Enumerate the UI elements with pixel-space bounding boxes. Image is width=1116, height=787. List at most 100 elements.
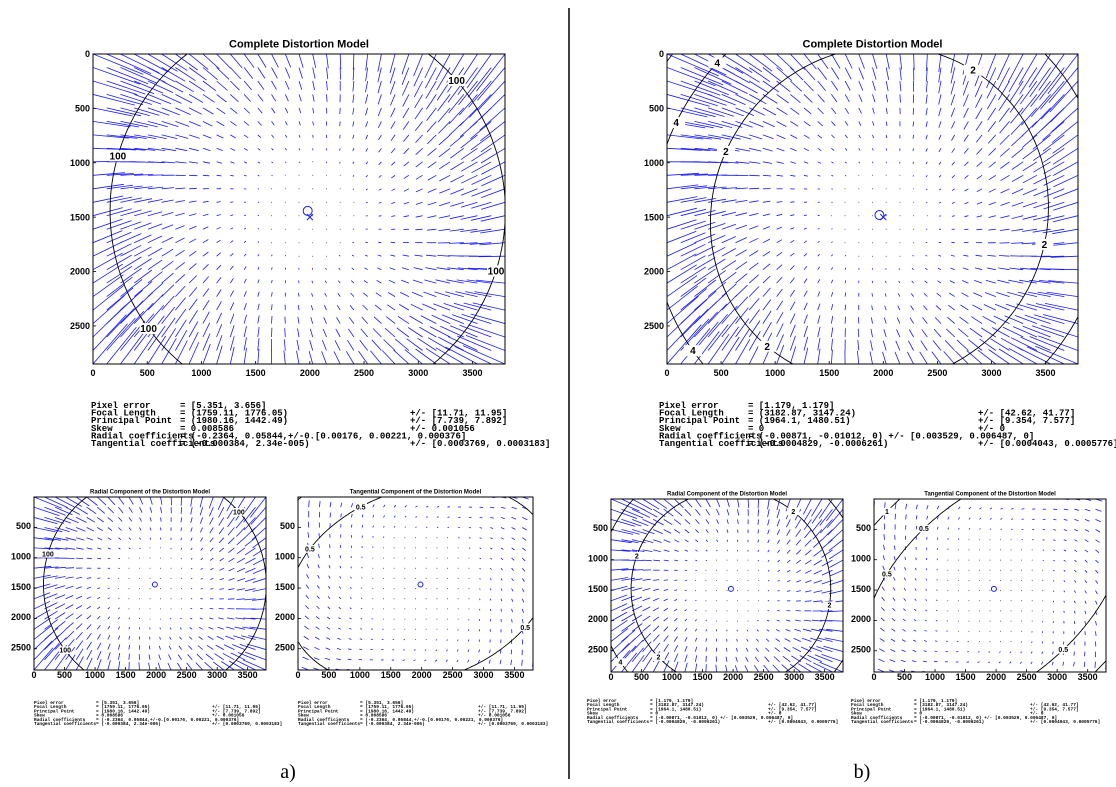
vector-arrow	[471, 188, 492, 197]
grid-dot	[468, 598, 470, 600]
vector-arrow	[362, 304, 368, 311]
vector-arrow	[390, 121, 396, 129]
vector-arrow	[804, 549, 812, 556]
vector-arrow	[199, 626, 203, 630]
vector-arrow	[445, 659, 448, 662]
vector-arrow	[653, 529, 663, 534]
vector-arrow	[996, 292, 1010, 297]
vector-arrow	[858, 54, 865, 69]
vector-arrow	[938, 121, 942, 128]
vector-arrow	[762, 213, 771, 217]
x-tick-label: 500	[140, 368, 155, 378]
contour-line	[630, 499, 832, 672]
vector-arrow	[161, 199, 174, 203]
vector-arrow	[243, 54, 255, 68]
vector-arrow	[97, 517, 104, 523]
vector-arrow	[476, 54, 505, 92]
vector-arrow	[936, 516, 939, 520]
vector-arrow	[391, 188, 396, 192]
info-value: = (-0.0004829, -0.0006261)	[914, 719, 984, 725]
vector-arrow	[434, 659, 438, 662]
vector-arrow	[820, 519, 833, 534]
vector-arrow	[1030, 661, 1033, 665]
vector-arrow	[120, 94, 152, 105]
grid-dot	[284, 174, 286, 176]
grid-dot	[436, 557, 438, 559]
vector-arrow	[322, 328, 327, 338]
vector-arrow	[787, 590, 791, 592]
vector-arrow	[271, 94, 277, 102]
vector-arrow	[951, 148, 956, 153]
vector-arrow	[896, 329, 901, 338]
vector-arrow	[988, 661, 991, 664]
vector-arrow	[232, 644, 246, 650]
vector-arrow	[1008, 67, 1024, 93]
vector-arrow	[271, 54, 279, 68]
vector-arrow	[790, 214, 795, 217]
vector-arrow	[767, 519, 770, 526]
grid-dot	[968, 569, 970, 571]
vector-arrow	[812, 662, 833, 672]
vector-arrow	[118, 506, 124, 514]
vector-arrow	[284, 328, 286, 338]
vector-arrow	[297, 316, 300, 324]
vector-arrow	[680, 288, 707, 311]
vector-arrow	[762, 54, 783, 71]
vector-arrow	[721, 248, 736, 257]
vector-arrow	[776, 121, 787, 127]
grid-dot	[694, 579, 696, 581]
info-value: = 0	[748, 424, 764, 434]
vector-arrow	[1032, 228, 1051, 233]
vector-arrow	[956, 339, 969, 351]
vector-arrow	[86, 649, 93, 660]
vector-arrow	[938, 254, 942, 257]
grid-dot	[339, 174, 341, 176]
vector-arrow	[1043, 188, 1065, 198]
vector-arrow	[93, 295, 125, 324]
vector-arrow	[348, 648, 352, 650]
vector-arrow	[415, 516, 418, 518]
grid-dot	[957, 549, 959, 551]
vector-arrow	[257, 266, 260, 270]
vector-arrow	[217, 626, 224, 630]
vector-arrow	[1084, 539, 1089, 543]
vector-arrow	[817, 253, 820, 257]
vector-arrow	[1020, 267, 1037, 271]
vector-arrow	[511, 608, 513, 613]
y-tick-label: 500	[856, 523, 871, 533]
vector-arrow	[1043, 161, 1065, 175]
vector-arrow	[511, 567, 515, 571]
vector-arrow	[1011, 134, 1024, 147]
vector-arrow	[810, 637, 823, 642]
vector-arrow	[243, 161, 248, 164]
vector-arrow	[107, 606, 110, 610]
vector-arrow	[161, 80, 184, 93]
vector-arrow	[783, 647, 791, 652]
panel-label-b: b)	[854, 761, 871, 783]
vector-arrow	[314, 636, 320, 640]
grid-dot	[415, 577, 416, 579]
vector-arrow	[899, 54, 903, 70]
vector-arrow	[500, 537, 504, 540]
vector-arrow	[891, 628, 896, 632]
vector-arrow	[479, 517, 483, 519]
vector-arrow	[858, 107, 862, 114]
vector-arrow	[776, 213, 783, 217]
vector-arrow	[446, 279, 464, 284]
vector-arrow	[1073, 651, 1075, 656]
grid-dot	[393, 608, 395, 610]
vector-arrow	[1016, 303, 1038, 311]
vector-arrow	[1051, 107, 1078, 133]
vector-arrow	[762, 161, 772, 164]
vector-arrow	[243, 253, 247, 257]
vector-arrow	[128, 644, 130, 650]
vector-arrow	[762, 275, 771, 284]
vector-arrow	[447, 336, 478, 351]
vector-arrow	[106, 184, 133, 190]
vector-arrow	[667, 134, 704, 140]
grid-dot	[872, 255, 873, 257]
vector-arrow	[417, 337, 437, 351]
vector-arrow	[790, 121, 799, 127]
plot-frame	[92, 53, 506, 365]
